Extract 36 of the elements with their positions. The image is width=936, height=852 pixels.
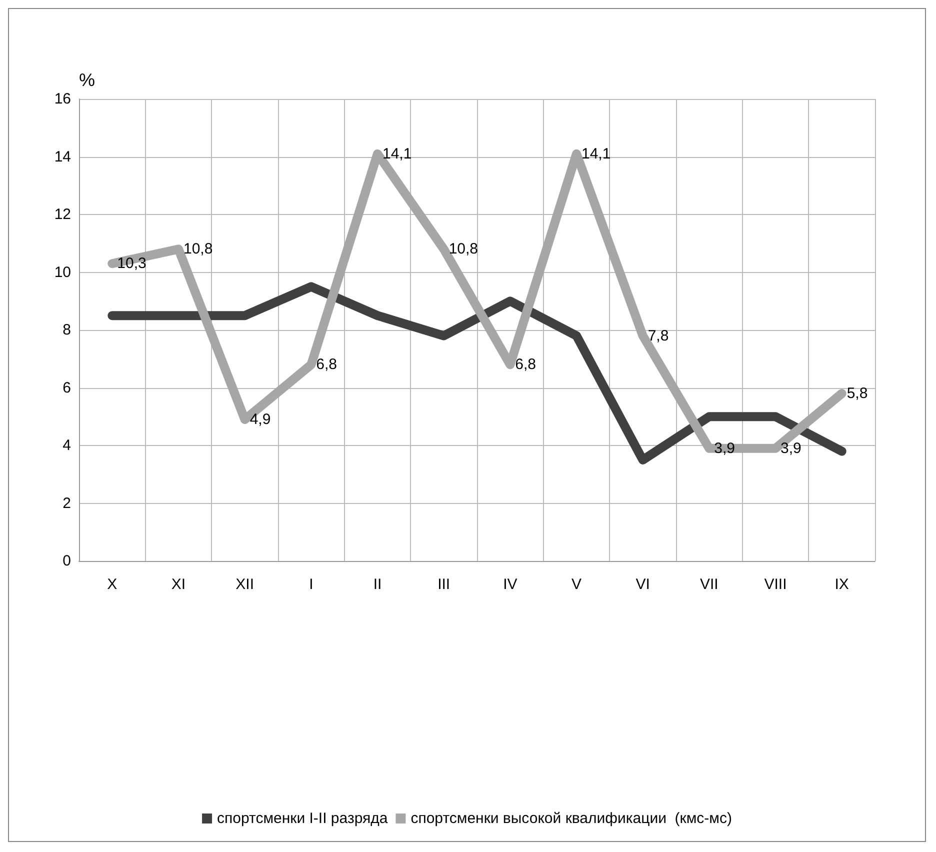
x-tick-label: VIII	[764, 576, 787, 593]
data-label: 10,8	[184, 240, 213, 258]
y-tick-label: 6	[62, 379, 71, 396]
y-tick-label: 0	[62, 552, 71, 570]
data-label: 10,8	[448, 240, 478, 258]
legend-label: спортсменки I-II разряда	[217, 810, 388, 827]
data-label: 3,9	[714, 440, 736, 457]
y-tick-label: 16	[54, 90, 71, 108]
data-label: 3,9	[780, 440, 802, 457]
x-tick-label: IX	[834, 576, 849, 593]
y-tick-label: 14	[54, 148, 71, 166]
x-tick-label: V	[571, 576, 582, 593]
data-label: 14,1	[582, 145, 611, 162]
y-axis-title: %	[79, 70, 96, 90]
data-label: 7,8	[648, 327, 669, 344]
legend-label: спортсменки высокой квалификации (кмс-мс)	[410, 810, 732, 827]
x-tick-label: VII	[700, 576, 718, 593]
x-tick-label: II	[373, 576, 382, 593]
x-tick-label: XII	[236, 576, 254, 593]
y-tick-label: 10	[54, 264, 71, 281]
data-label: 6,8	[515, 356, 536, 374]
x-tick-label: I	[309, 576, 314, 593]
x-tick-label: VI	[636, 576, 650, 593]
x-tick-label: XI	[171, 576, 186, 593]
x-tick-label: IV	[503, 576, 518, 593]
data-label: 5,8	[846, 385, 868, 402]
x-tick-label: III	[438, 576, 450, 593]
data-label: 6,8	[316, 356, 338, 374]
data-label: 10,3	[117, 255, 146, 272]
y-tick-label: 8	[62, 322, 71, 338]
data-label: 4,9	[250, 411, 271, 428]
y-tick-label: 2	[62, 494, 71, 512]
y-tick-label: 12	[54, 206, 71, 223]
y-tick-label: 4	[62, 437, 71, 454]
data-label: 14,1	[382, 145, 412, 162]
x-tick-label: X	[107, 576, 118, 593]
